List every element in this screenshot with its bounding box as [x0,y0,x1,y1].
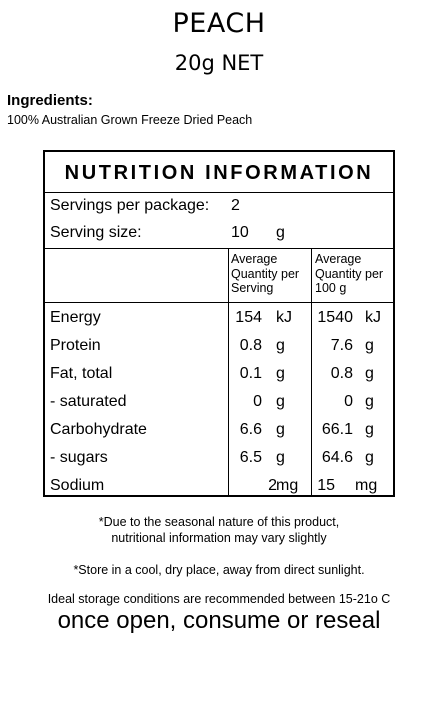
header-divider [45,248,393,249]
storage-note: *Store in a cool, dry place, away from d… [73,563,365,577]
servings-label: Servings per package: [50,197,210,214]
per-100g-unit: g [365,365,374,382]
nutrient-label: Fat, total [50,365,113,382]
serving-size-value: 10 [231,224,249,241]
nutrient-label: Energy [50,309,101,326]
per-100g-unit: g [365,449,374,466]
serving-size-label: Serving size: [50,224,142,241]
nutrient-divider [45,302,393,303]
nutrient-label: Protein [50,337,101,354]
reseal-note: once open, consume or reseal [57,607,381,634]
per-100g-value: 1540 [317,309,353,326]
per-100g-value: 64.6 [321,449,353,466]
column-divider-1 [228,248,229,495]
col2-header: Average Quantity per 100 g [315,252,384,295]
nutrient-label: Sodium [50,477,105,494]
per-serving-value: 2 [268,477,277,494]
per-serving-value: 0 [253,393,262,410]
ingredients-heading: Ingredients: [7,92,93,109]
per-serving-unit: g [276,337,285,354]
col1-header: Average Quantity per Serving [231,252,300,295]
ingredients-text: 100% Australian Grown Freeze Dried Peach [7,113,253,127]
nutrient-label: - sugars [50,449,108,466]
per-100g-value: 0 [344,393,353,410]
per-serving-value: 0.8 [239,337,262,354]
per-serving-unit: g [276,393,285,410]
product-name: PEACH [172,8,266,39]
nutrient-label: Carbohydrate [50,421,147,438]
per-100g-unit: g [365,337,374,354]
per-serving-value: 6.5 [239,449,262,466]
per-100g-value: 15 [317,477,335,494]
per-serving-unit: mg [276,477,299,494]
nutrition-title: NUTRITION INFORMATION [64,162,374,184]
nutrient-label: - saturated [50,393,127,410]
per-100g-value: 7.6 [330,337,353,354]
per-100g-unit: g [365,421,374,438]
per-serving-unit: g [276,365,285,382]
net-weight: 20g NET [174,51,264,75]
seasonal-note: *Due to the seasonal nature of this prod… [98,515,340,545]
title-divider [45,192,393,193]
per-serving-unit: kJ [276,309,292,326]
per-100g-unit: g [365,393,374,410]
per-serving-value: 154 [235,309,262,326]
per-100g-unit: mg [355,477,378,494]
column-divider-2 [311,248,312,495]
nutrition-panel: NUTRITION INFORMATION Servings per packa… [43,150,395,497]
per-serving-value: 0.1 [239,365,262,382]
per-100g-value: 0.8 [330,365,353,382]
per-100g-value: 66.1 [321,421,353,438]
servings-value: 2 [231,197,240,214]
ideal-storage-note: Ideal storage conditions are recommended… [47,592,391,606]
per-serving-unit: g [276,421,285,438]
serving-size-unit: g [276,224,285,241]
per-serving-unit: g [276,449,285,466]
per-100g-unit: kJ [365,309,381,326]
per-serving-value: 6.6 [239,421,262,438]
